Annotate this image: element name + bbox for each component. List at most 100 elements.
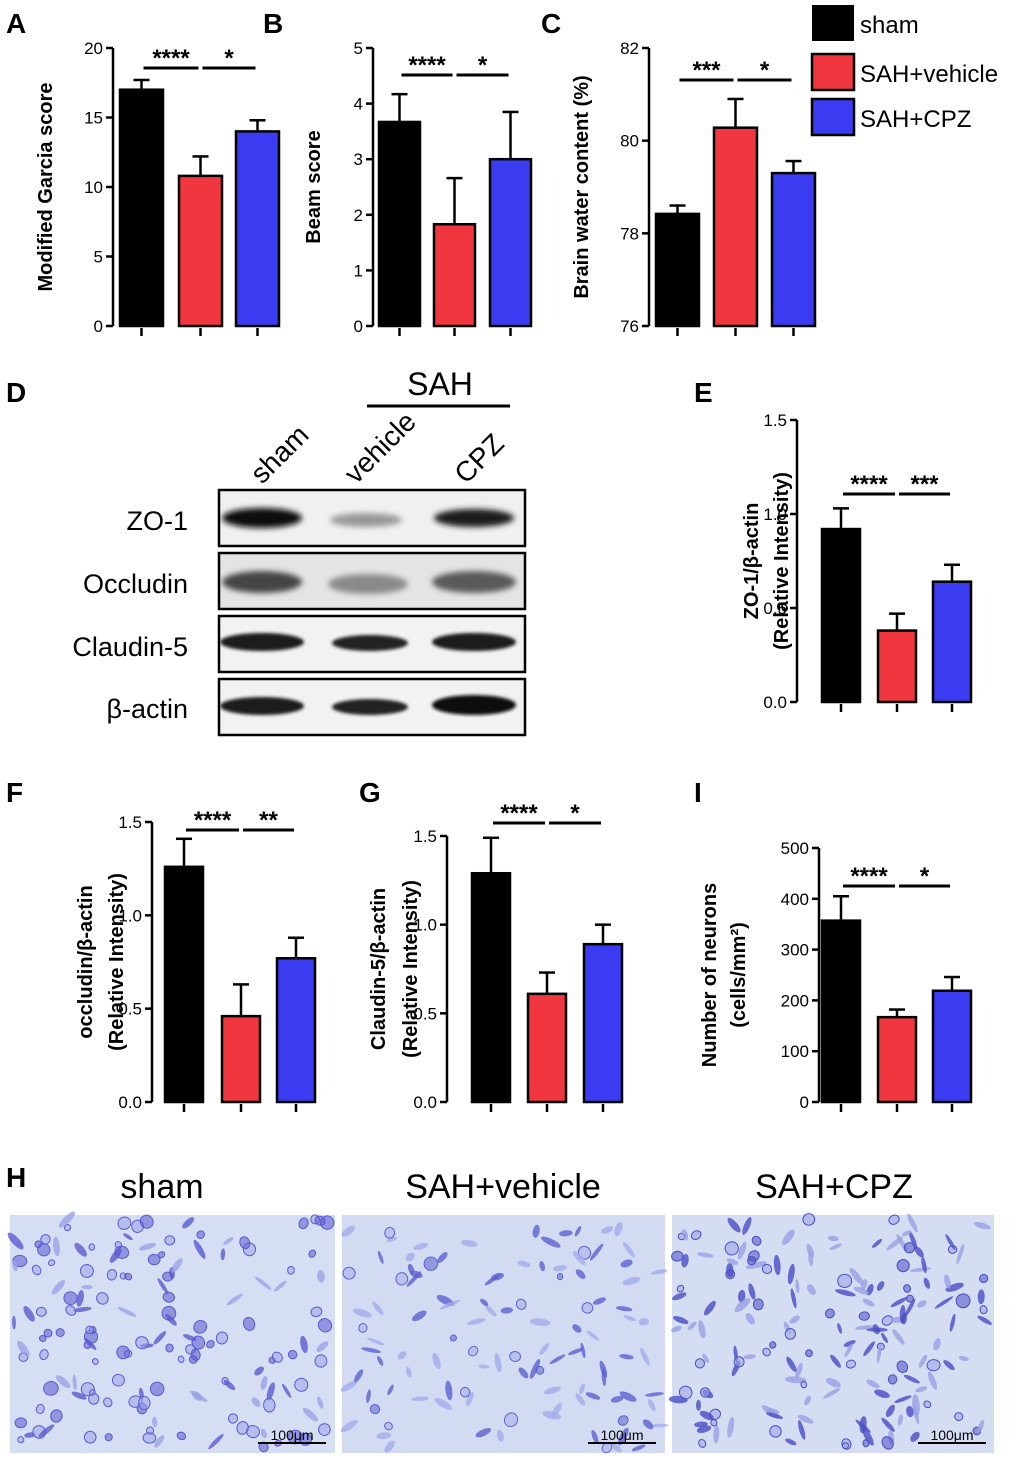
y-axis-label-e: ZO-1/β-actin bbox=[741, 503, 763, 620]
stained-cell bbox=[273, 1280, 287, 1292]
stained-cell bbox=[614, 1221, 623, 1237]
stained-cell bbox=[106, 1269, 118, 1281]
stained-cell bbox=[182, 1217, 195, 1229]
stained-cell bbox=[302, 1407, 319, 1422]
stained-cell bbox=[650, 1423, 669, 1428]
stained-cell bbox=[439, 1299, 461, 1310]
y-tick-label-b: 1 bbox=[354, 261, 363, 280]
stained-cell bbox=[466, 1318, 486, 1326]
y-tick-label-c: 80 bbox=[620, 132, 639, 151]
stained-cell bbox=[748, 1283, 756, 1300]
band-claudin5-cpz bbox=[432, 633, 516, 651]
bar-f-2 bbox=[275, 957, 317, 1104]
stained-cell bbox=[92, 1358, 99, 1365]
bar-a-2 bbox=[234, 130, 281, 328]
stained-cell bbox=[862, 1298, 875, 1307]
stained-cell bbox=[39, 1349, 49, 1361]
stained-cell bbox=[648, 1399, 656, 1412]
stained-cell bbox=[575, 1269, 586, 1279]
y-tick-label-g: 1.0 bbox=[413, 916, 437, 935]
histology-title-vehicle: SAH+vehicle bbox=[405, 1168, 601, 1206]
stained-cell bbox=[188, 1355, 198, 1364]
bar-i-1 bbox=[876, 1015, 918, 1104]
stained-cell bbox=[17, 1340, 30, 1357]
stained-cell bbox=[591, 1430, 599, 1444]
stained-cell bbox=[795, 1278, 800, 1294]
y-tick-label-i: 400 bbox=[781, 890, 809, 909]
legend-swatch-cpz bbox=[810, 97, 856, 137]
stained-cell bbox=[579, 1383, 585, 1395]
stained-cell bbox=[500, 1307, 513, 1314]
stained-cell bbox=[827, 1235, 839, 1242]
stained-cell bbox=[405, 1252, 415, 1262]
stained-cell bbox=[71, 1391, 87, 1400]
stained-cell bbox=[254, 1366, 264, 1376]
stained-cell bbox=[411, 1396, 429, 1402]
stained-cell bbox=[386, 1236, 398, 1242]
stained-cell bbox=[316, 1341, 329, 1352]
y-tick-label-f: 0.5 bbox=[118, 1000, 142, 1019]
stained-cell bbox=[681, 1229, 689, 1241]
stained-cell bbox=[676, 1284, 685, 1293]
lane-label-cpz: CPZ bbox=[448, 428, 510, 490]
stained-cell bbox=[611, 1443, 622, 1453]
stained-cell bbox=[784, 1376, 807, 1384]
stained-cell bbox=[901, 1313, 908, 1325]
stained-cell bbox=[745, 1313, 755, 1325]
y-tick-label-e: 0.5 bbox=[763, 599, 787, 618]
significance-label-f-0: **** bbox=[194, 807, 232, 834]
blot-row-beta-actin bbox=[217, 677, 527, 737]
y-axis-label-a: Modified Garcia score bbox=[35, 83, 57, 292]
stained-cell bbox=[977, 1315, 992, 1325]
stained-cell bbox=[592, 1297, 606, 1305]
stained-cell bbox=[580, 1342, 586, 1359]
stained-cell bbox=[193, 1239, 206, 1259]
stained-cell bbox=[881, 1417, 895, 1432]
stained-cell bbox=[529, 1318, 551, 1327]
histology-title-sham: sham bbox=[120, 1168, 203, 1206]
stained-cell bbox=[17, 1436, 25, 1444]
stained-cell bbox=[340, 1420, 358, 1433]
stained-cell bbox=[208, 1433, 224, 1450]
stained-cell bbox=[918, 1354, 928, 1368]
stained-cell bbox=[478, 1364, 490, 1369]
stained-cell bbox=[610, 1396, 624, 1403]
stained-cell bbox=[845, 1359, 857, 1369]
stained-cell bbox=[116, 1345, 130, 1360]
stained-cell bbox=[294, 1377, 309, 1392]
stained-cell bbox=[844, 1343, 853, 1358]
stained-cell bbox=[782, 1229, 795, 1246]
stained-cell bbox=[977, 1420, 985, 1433]
stained-cell bbox=[152, 1416, 158, 1428]
stained-cell bbox=[806, 1284, 816, 1296]
stained-cell bbox=[206, 1339, 215, 1349]
stained-cell bbox=[651, 1269, 668, 1275]
stained-cell bbox=[789, 1315, 800, 1324]
stained-cell bbox=[72, 1374, 77, 1391]
stained-cell bbox=[549, 1354, 566, 1365]
stained-cell bbox=[631, 1444, 646, 1452]
stained-cell bbox=[773, 1254, 781, 1276]
stained-cell bbox=[153, 1331, 167, 1345]
y-tick-label-i: 500 bbox=[781, 839, 809, 858]
band-actin-sham bbox=[220, 697, 304, 715]
y-axis-label2-f: (Relative Intensity) bbox=[106, 873, 128, 1051]
stained-cell bbox=[157, 1278, 169, 1295]
stained-cell bbox=[916, 1300, 927, 1308]
stained-cell bbox=[384, 1421, 393, 1431]
stained-cell bbox=[806, 1243, 815, 1258]
legend-swatch-vehicle bbox=[810, 52, 856, 92]
stained-cell bbox=[642, 1419, 654, 1430]
stained-cell bbox=[361, 1347, 381, 1354]
stained-cell bbox=[784, 1328, 796, 1340]
y-tick-label-i: 300 bbox=[781, 941, 809, 960]
y-tick-label-a: 0 bbox=[94, 317, 103, 336]
y-axis-label-i: Number of neurons bbox=[699, 883, 721, 1067]
y-tick-label-e: 1.5 bbox=[763, 411, 787, 430]
stained-cell bbox=[496, 1429, 504, 1442]
stained-cell bbox=[96, 1292, 109, 1305]
stained-cell bbox=[162, 1271, 174, 1282]
stained-cell bbox=[805, 1349, 813, 1358]
stained-cell bbox=[354, 1369, 364, 1383]
stained-cell bbox=[694, 1358, 706, 1369]
